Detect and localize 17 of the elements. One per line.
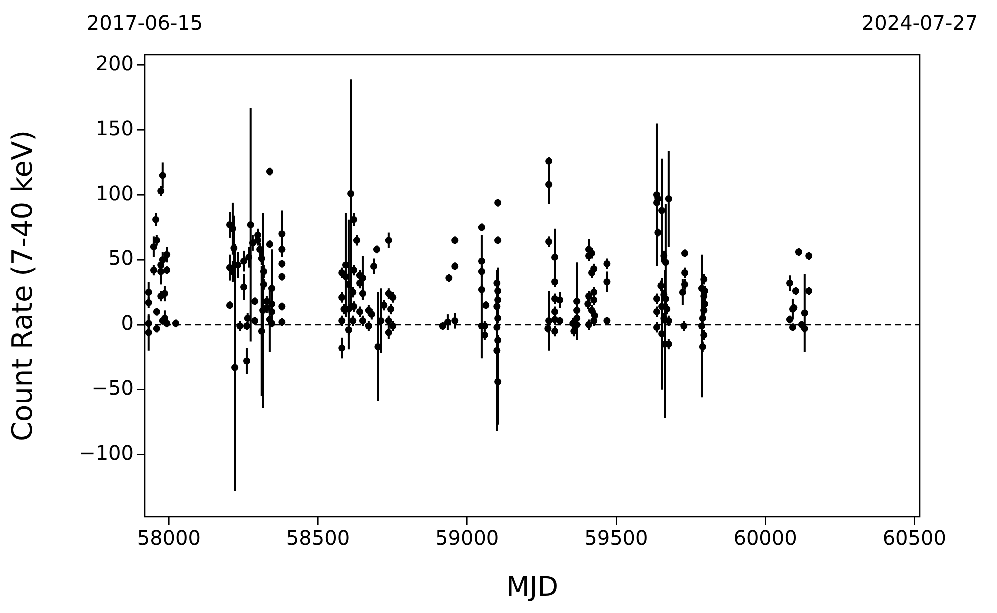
y-tick-label: 200 — [96, 52, 134, 76]
x-tick-label: 59000 — [436, 526, 500, 550]
x-tick-label: 58500 — [286, 526, 350, 550]
text: 2024-07-27 — [862, 11, 978, 35]
x-tick-label: 59500 — [584, 526, 648, 550]
x-axis-title: MJD — [506, 572, 559, 603]
y-axis-title: Count Rate (7-40 keV) — [6, 130, 40, 442]
y-tick-label: 0 — [121, 311, 134, 336]
y-tick-label: 100 — [96, 181, 134, 206]
x-tick-label: 58000 — [137, 526, 201, 550]
text: 2017-06-15 — [86, 11, 204, 35]
y-tick-label: 150 — [96, 116, 134, 140]
y-tick-label: −50 — [92, 376, 134, 400]
x-tick-label: 60500 — [882, 526, 946, 550]
y-tick-label: 50 — [108, 246, 134, 270]
x-tick-label: 60000 — [734, 526, 798, 550]
y-tick-label: −100 — [79, 440, 134, 465]
